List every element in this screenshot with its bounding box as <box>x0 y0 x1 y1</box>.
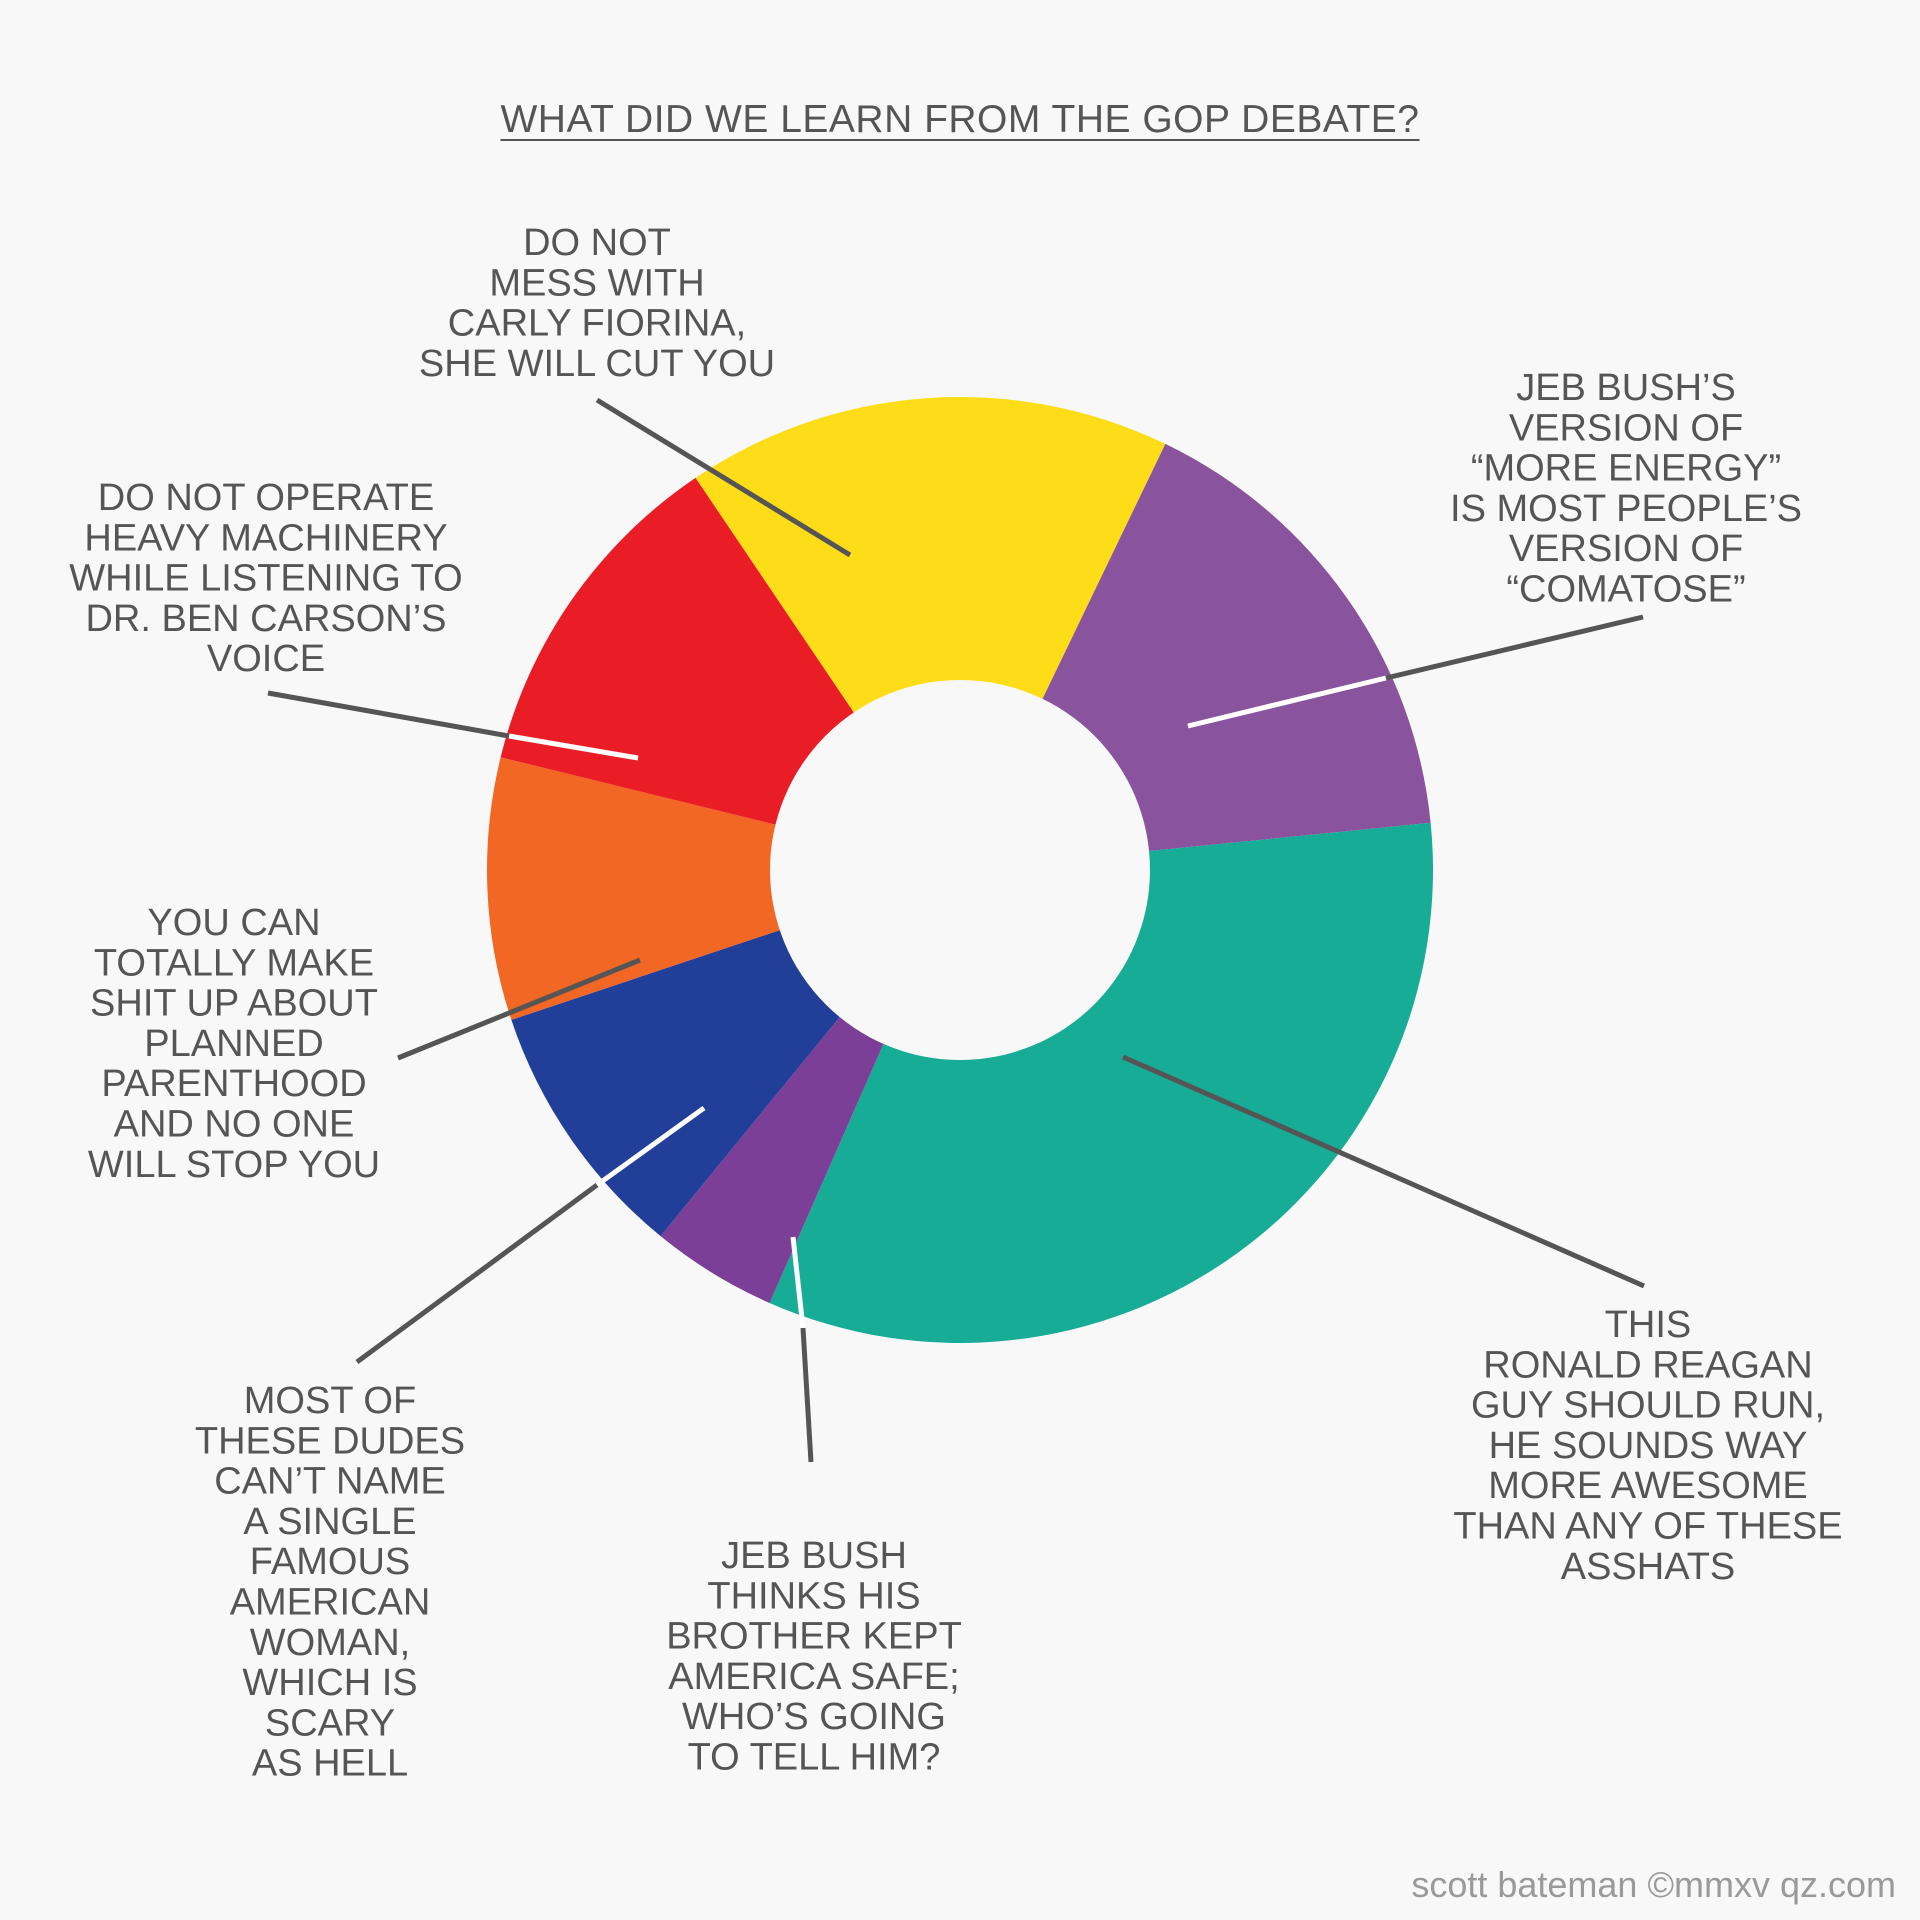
leader-line-outer-5 <box>355 1182 599 1365</box>
slice-label-line: MESS WITH <box>489 262 704 304</box>
slice-label-line: FAMOUS <box>250 1541 410 1583</box>
slice-label-line: VERSION OF <box>1509 407 1743 449</box>
slice-label-line: WILL STOP YOU <box>88 1144 380 1186</box>
chart-title: WHAT DID WE LEARN FROM THE GOP DEBATE? <box>0 98 1920 142</box>
slice-label-line: CARLY FIORINA, <box>448 303 746 345</box>
slice-label-line: HE SOUNDS WAY <box>1489 1425 1808 1467</box>
donut-hole <box>770 680 1150 1060</box>
slice-label-line: MORE AWESOME <box>1488 1465 1808 1507</box>
leader-line-inner-5 <box>595 1105 706 1188</box>
leader-lines <box>267 397 1646 1463</box>
slice-label-line: “MORE ENERGY” <box>1471 448 1781 490</box>
slice-label-line: THINKS HIS <box>707 1575 920 1617</box>
leader-line-inner-4 <box>790 1236 806 1329</box>
slice-label-1: DO NOT MESS WITH CARLY FIORINA, SHE WILL CU… <box>419 222 775 385</box>
slice-label-line: DO NOT OPERATE <box>98 477 434 519</box>
leader-line-outer-2 <box>1385 614 1644 681</box>
slice-label-line: SHE WILL CUT YOU <box>419 343 775 385</box>
slice-label-line: VERSION OF <box>1509 528 1743 570</box>
slice-label-line: WHO’S GOING <box>682 1696 946 1738</box>
slice-label-line: WOMAN, <box>250 1622 410 1664</box>
leader-line-inner-7 <box>508 733 639 761</box>
slice-label-line: JEB BUSH’S <box>1516 367 1736 409</box>
slice-label-line: TO TELL HIM? <box>688 1737 941 1779</box>
leader-line-outer-7 <box>267 690 510 739</box>
slice-label-line: SCARY <box>265 1702 395 1744</box>
slice-label-line: THAN ANY OF THESE <box>1453 1506 1842 1548</box>
slice-label-line: VOICE <box>207 638 325 680</box>
slice-label-line: PARENTHOOD <box>101 1063 366 1105</box>
slice-label-line: PLANNED <box>144 1023 324 1065</box>
slice-label-7: DO NOT OPERATE HEAVY MACHINERY WHILE LISTE… <box>69 477 462 680</box>
slice-label-line: TOTALLY MAKE <box>94 942 374 984</box>
slice-label-line: AND NO ONE <box>114 1104 355 1146</box>
slice-label-line: AS HELL <box>252 1743 408 1785</box>
slice-label-line: IS MOST PEOPLE’S <box>1450 488 1802 530</box>
slice-label-line: DR. BEN CARSON’S <box>85 598 446 640</box>
leader-line-1 <box>595 397 852 558</box>
slice-label-line: WHILE LISTENING TO <box>69 558 462 600</box>
slice-6 <box>486 757 960 1020</box>
slice-label-4: JEB BUSH THINKS HIS BROTHER KEPT AMERICA SA… <box>666 1535 962 1779</box>
slice-label-line: HEAVY MACHINERY <box>84 517 447 559</box>
slice-label-2: JEB BUSH’S VERSION OF “MORE ENERGY” IS MOST… <box>1450 367 1802 611</box>
slice-label-5: MOST OF THESE DUDES CAN’T NAME A SINGLE FAMO… <box>195 1380 465 1785</box>
slice-label-line: BROTHER KEPT <box>666 1616 962 1658</box>
slice-labels: DO NOT MESS WITH CARLY FIORINA, SHE WILL CU… <box>69 222 1842 1785</box>
slice-label-line: AMERICA SAFE; <box>668 1656 959 1698</box>
slice-label-line: YOU CAN <box>147 902 320 944</box>
slice-label-line: CAN’T NAME <box>214 1461 446 1503</box>
slice-label-line: ASSHATS <box>1561 1546 1736 1588</box>
slice-label-3: THIS RONALD REAGAN GUY SHOULD RUN, HE SOUND… <box>1453 1304 1842 1588</box>
leader-line-inner-2 <box>1187 675 1387 729</box>
credit-text: scott bateman ©mmxv qz.com <box>1411 1864 1896 1905</box>
slice-label-line: DO NOT <box>523 222 671 264</box>
slice-label-line: MOST OF <box>244 1380 416 1422</box>
slice-label-line: GUY SHOULD RUN, <box>1471 1385 1825 1427</box>
leader-line-3 <box>1121 1054 1646 1289</box>
slice-label-line: THESE DUDES <box>195 1420 465 1462</box>
slice-label-line: A SINGLE <box>243 1501 416 1543</box>
slice-label-line: WHICH IS <box>242 1662 417 1704</box>
slice-label-line: SHIT UP ABOUT <box>90 983 378 1025</box>
slice-label-line: AMERICAN <box>230 1582 431 1624</box>
slice-label-line: JEB BUSH <box>721 1535 907 1577</box>
slice-label-6: YOU CAN TOTALLY MAKE SHIT UP ABOUT PLANNED P… <box>88 902 380 1186</box>
slice-label-line: RONALD REAGAN <box>1483 1344 1812 1386</box>
slice-label-line: THIS <box>1605 1304 1692 1346</box>
chart-title-text: WHAT DID WE LEARN FROM THE GOP DEBATE? <box>500 98 1420 141</box>
slice-1 <box>695 397 1166 870</box>
leader-line-6 <box>397 957 641 1061</box>
leader-line-outer-4 <box>800 1327 814 1463</box>
slice-label-line: “COMATOSE” <box>1506 569 1745 611</box>
